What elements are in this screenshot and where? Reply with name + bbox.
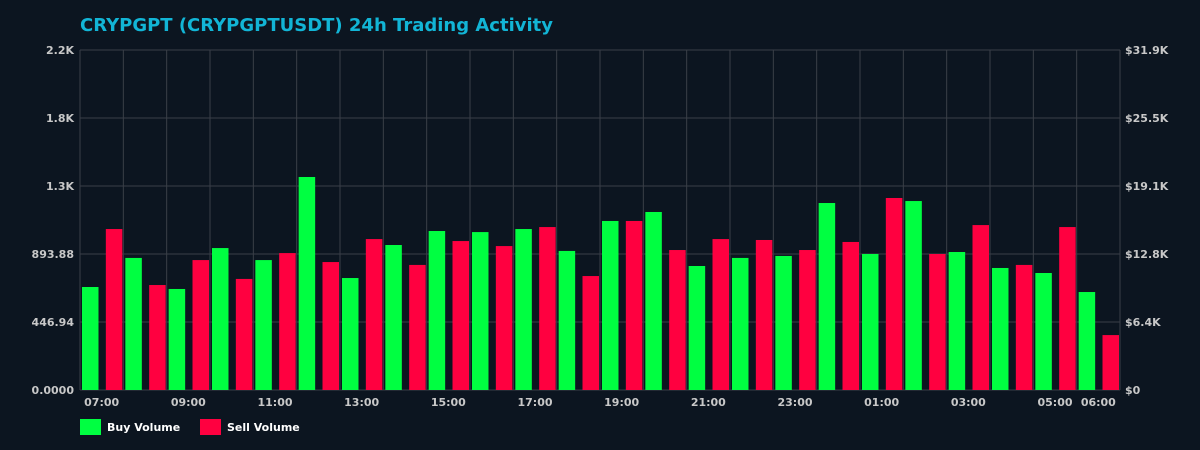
y2-tick-label: $19.1K xyxy=(1125,180,1169,193)
x-tick-label: 21:00 xyxy=(691,396,726,409)
sell-volume-bar xyxy=(712,239,729,390)
y2-tick-label: $0 xyxy=(1125,384,1141,397)
chart-title: CRYPGPT (CRYPGPTUSDT) 24h Trading Activi… xyxy=(80,15,553,36)
buy-volume-bar xyxy=(385,245,402,390)
sell-volume-bar xyxy=(1102,335,1119,390)
sell-volume-bar xyxy=(1015,264,1033,390)
buy-volume-bar xyxy=(688,266,706,390)
sell-volume-bar xyxy=(842,241,859,390)
legend-buy-label: Buy Volume xyxy=(107,420,181,434)
buy-volume-bar xyxy=(775,255,792,390)
y-tick-label: 1.3K xyxy=(46,180,74,193)
buy-volume-bar xyxy=(255,260,272,390)
y-tick-label: 893.88 xyxy=(32,248,74,261)
y2-tick-label: $25.5K xyxy=(1125,112,1169,125)
sell-volume-bar xyxy=(929,253,946,390)
buy-volume-bar xyxy=(298,176,316,390)
y-tick-label: 2.2K xyxy=(46,44,74,57)
sell-volume-bar xyxy=(192,260,209,390)
buy-volume-bar xyxy=(168,288,186,390)
sell-volume-bar xyxy=(669,250,686,390)
sell-volume-bar xyxy=(582,276,599,390)
buy-volume-bar xyxy=(125,257,142,390)
sell-volume-bar xyxy=(799,250,816,390)
buy-volume-bar xyxy=(818,203,836,390)
x-tick-label: 13:00 xyxy=(344,396,379,409)
buy-volume-bar xyxy=(82,286,99,390)
buy-volume-bar xyxy=(862,253,879,390)
y2-tick-label: $6.4K xyxy=(1125,316,1161,329)
buy-volume-bar xyxy=(948,252,966,390)
y-tick-label: 0.0000 xyxy=(32,384,75,397)
sell-volume-bar xyxy=(495,246,513,390)
sell-volume-bar xyxy=(365,239,383,390)
sell-volume-bar xyxy=(322,262,339,390)
sell-volume-bar xyxy=(972,225,989,390)
sell-volume-bar xyxy=(409,264,426,390)
sell-volume-bar xyxy=(105,229,123,390)
x-tick-label: 01:00 xyxy=(864,396,899,409)
buy-volume-bar xyxy=(342,278,359,390)
x-tick-label: 09:00 xyxy=(171,396,206,409)
buy-volume-bar xyxy=(732,257,749,390)
y2-tick-label: $31.9K xyxy=(1125,44,1169,57)
sell-volume-bar xyxy=(1059,227,1076,390)
buy-volume-bar xyxy=(1078,292,1096,390)
buy-volume-bar xyxy=(558,250,576,390)
x-tick-label: 23:00 xyxy=(777,396,812,409)
sell-volume-bar xyxy=(279,253,296,390)
sell-swatch xyxy=(200,419,221,435)
sell-volume-bar xyxy=(625,220,643,390)
x-tick-label: 06:00 xyxy=(1081,396,1116,409)
x-tick-label: 05:00 xyxy=(1037,396,1072,409)
buy-swatch xyxy=(80,419,101,435)
buy-volume-bar xyxy=(428,231,446,390)
buy-volume-bar xyxy=(212,248,229,390)
buy-volume-bar xyxy=(602,220,619,390)
buy-volume-bar xyxy=(905,201,922,390)
x-tick-label: 07:00 xyxy=(84,396,119,409)
y-tick-label: 446.94 xyxy=(32,316,75,329)
x-tick-label: 03:00 xyxy=(951,396,986,409)
sell-volume-bar xyxy=(149,285,166,390)
buy-volume-bar xyxy=(472,232,489,390)
y2-tick-label: $12.8K xyxy=(1125,248,1169,261)
legend-buy: Buy Volume xyxy=(80,419,180,435)
buy-volume-bar xyxy=(515,229,532,390)
x-tick-label: 11:00 xyxy=(257,396,292,409)
x-tick-label: 19:00 xyxy=(604,396,639,409)
buy-volume-bar xyxy=(992,267,1009,390)
legend-sell: Sell Volume xyxy=(200,419,300,435)
x-tick-label: 17:00 xyxy=(517,396,552,409)
sell-volume-bar xyxy=(235,278,253,390)
buy-volume-bar xyxy=(645,211,662,390)
sell-volume-bar xyxy=(755,239,773,390)
sell-volume-bar xyxy=(885,197,903,390)
sell-volume-bar xyxy=(452,241,469,390)
legend-sell-label: Sell Volume xyxy=(227,420,300,434)
x-tick-label: 15:00 xyxy=(431,396,466,409)
sell-volume-bar xyxy=(539,227,556,390)
buy-volume-bar xyxy=(1035,272,1052,390)
y-tick-label: 1.8K xyxy=(46,112,74,125)
